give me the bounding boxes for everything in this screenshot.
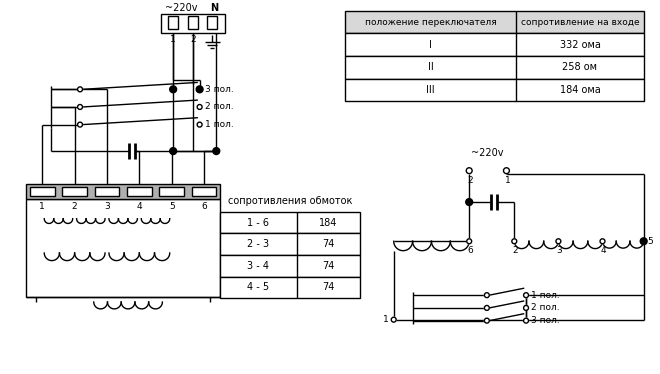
Circle shape (170, 148, 177, 154)
Text: 6: 6 (467, 246, 473, 255)
Bar (345, 79, 644, 101)
Circle shape (512, 239, 517, 244)
Text: II: II (428, 62, 434, 72)
Bar (220, 212, 360, 233)
Circle shape (600, 239, 605, 244)
Text: 74: 74 (322, 239, 335, 249)
Bar (192, 187, 216, 196)
Bar (345, 33, 644, 56)
Text: сопротивления обмоток: сопротивления обмоток (228, 196, 352, 206)
Bar (95, 187, 119, 196)
Text: 6: 6 (201, 202, 207, 211)
Bar (220, 276, 360, 298)
Bar (345, 56, 644, 79)
Circle shape (170, 86, 177, 93)
Text: 1: 1 (504, 175, 510, 185)
Text: сопротивление на входе: сопротивление на входе (521, 18, 640, 27)
Text: 2 - 3: 2 - 3 (248, 239, 269, 249)
Circle shape (484, 293, 489, 298)
Text: 3 пол.: 3 пол. (531, 316, 560, 325)
Text: 4: 4 (601, 246, 607, 255)
Circle shape (466, 168, 472, 174)
Circle shape (197, 104, 202, 110)
Text: 2: 2 (190, 36, 195, 45)
Text: 5: 5 (647, 237, 653, 246)
Text: 2 пол.: 2 пол. (531, 303, 560, 312)
Text: 2: 2 (467, 175, 473, 185)
Bar (26, 184, 220, 199)
Text: 184 ома: 184 ома (560, 85, 601, 95)
Bar (220, 233, 360, 255)
Circle shape (484, 306, 489, 310)
Bar (168, 16, 178, 28)
Text: 5: 5 (169, 202, 174, 211)
Circle shape (484, 318, 489, 323)
Circle shape (197, 122, 202, 127)
Text: 1: 1 (40, 202, 45, 211)
Text: 3: 3 (556, 246, 562, 255)
Text: 258 ом: 258 ом (562, 62, 597, 72)
Text: 3: 3 (104, 202, 110, 211)
Text: 3 пол.: 3 пол. (205, 85, 233, 94)
Bar (160, 187, 184, 196)
Text: 4 - 5: 4 - 5 (248, 282, 269, 292)
Circle shape (640, 238, 647, 245)
Circle shape (213, 148, 220, 154)
Bar (345, 11, 644, 33)
Text: I: I (429, 40, 432, 50)
Bar (207, 16, 217, 28)
Bar (220, 255, 360, 276)
Circle shape (391, 317, 396, 322)
Text: N: N (211, 3, 218, 13)
Text: 1 пол.: 1 пол. (205, 120, 233, 129)
Text: 4: 4 (137, 202, 142, 211)
Circle shape (523, 306, 529, 310)
Circle shape (78, 122, 82, 127)
Circle shape (197, 87, 202, 92)
Bar (26, 199, 220, 297)
Text: ~220v: ~220v (471, 148, 503, 158)
Text: III: III (426, 85, 435, 95)
Text: 184: 184 (319, 218, 338, 228)
Text: 1 пол.: 1 пол. (531, 291, 560, 300)
Text: 2: 2 (512, 246, 518, 255)
Circle shape (78, 87, 82, 92)
Text: 332 ома: 332 ома (560, 40, 601, 50)
Text: 1 - 6: 1 - 6 (248, 218, 269, 228)
Circle shape (466, 199, 473, 205)
Circle shape (467, 239, 472, 244)
Text: 74: 74 (322, 282, 335, 292)
Text: положение переключателя: положение переключателя (364, 18, 496, 27)
Circle shape (504, 168, 510, 174)
Circle shape (196, 86, 203, 93)
Circle shape (642, 239, 646, 244)
Circle shape (78, 104, 82, 110)
Text: 3 - 4: 3 - 4 (248, 261, 269, 271)
Text: ~220v: ~220v (165, 3, 197, 13)
Bar (127, 187, 152, 196)
Text: 2: 2 (72, 202, 77, 211)
Circle shape (556, 239, 561, 244)
Circle shape (523, 293, 529, 298)
Text: 2 пол.: 2 пол. (205, 102, 233, 111)
Bar (30, 187, 55, 196)
Text: 74: 74 (322, 261, 335, 271)
Circle shape (523, 318, 529, 323)
Bar (188, 16, 197, 28)
Text: 1: 1 (383, 315, 389, 324)
Bar (161, 14, 224, 33)
Bar (63, 187, 87, 196)
Text: 1: 1 (170, 36, 176, 45)
